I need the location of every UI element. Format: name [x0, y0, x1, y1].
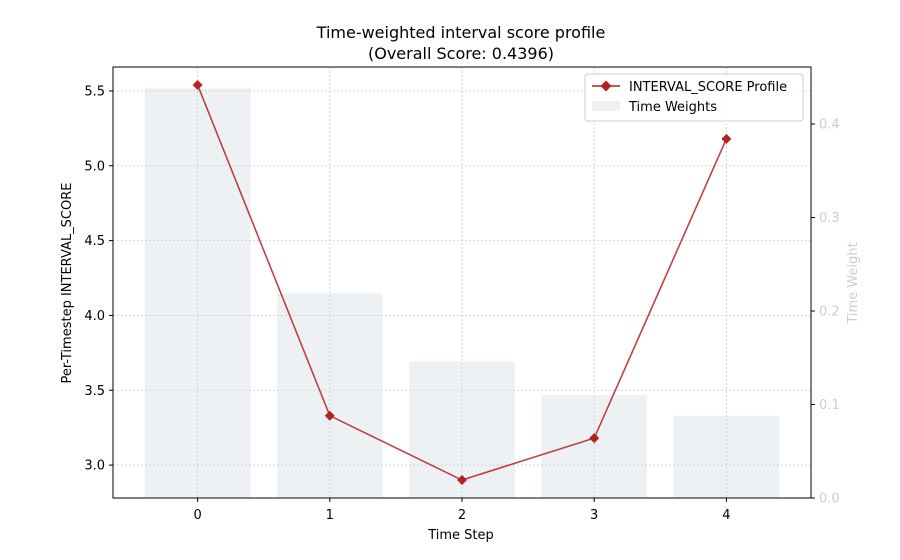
y2-axis-label: Time Weight	[846, 242, 861, 324]
y2-tick-label: 0.1	[819, 398, 840, 413]
y-tick-label: 4.5	[84, 234, 105, 249]
y-axis-left: 3.0 3.5 4.0 4.5 5.0 5.5	[84, 84, 113, 474]
x-tick-label: 1	[326, 508, 334, 523]
y-axis-label: Per-Timestep INTERVAL_SCORE	[60, 183, 75, 384]
x-axis-label: Time Step	[427, 528, 494, 543]
interval-score-point	[589, 433, 600, 444]
x-axis: 0 1 2 3 4	[193, 498, 731, 523]
y2-tick-label: 0.4	[819, 118, 840, 133]
y-tick-label: 5.0	[84, 159, 105, 174]
x-tick-label: 2	[458, 508, 466, 523]
legend-label-interval-score: INTERVAL_SCORE Profile	[629, 80, 787, 95]
y2-tick-label: 0.3	[819, 211, 840, 226]
x-tick-label: 0	[193, 508, 201, 523]
y2-tick-label: 0.0	[819, 492, 840, 507]
legend-diamond-swatch	[600, 80, 612, 92]
y-tick-label: 5.5	[84, 84, 105, 99]
x-tick-label: 3	[590, 508, 598, 523]
x-tick-label: 4	[722, 508, 730, 523]
chart-title: Time-weighted interval score profile	[316, 23, 606, 42]
chart-subtitle: (Overall Score: 0.4396)	[368, 44, 554, 63]
legend-bar-swatch	[592, 101, 620, 111]
legend-label-time-weights: Time Weights	[628, 100, 717, 115]
interval-score-point	[721, 133, 732, 144]
y2-tick-label: 0.2	[819, 305, 840, 320]
time-weight-bar	[541, 395, 648, 498]
y-tick-label: 3.0	[84, 459, 105, 474]
grid-layer	[113, 67, 811, 498]
y-tick-label: 4.0	[84, 309, 105, 324]
y-axis-right: 0.0 0.1 0.2 0.3 0.4	[811, 118, 840, 507]
interval-score-point	[192, 79, 203, 90]
interval-score-point	[457, 475, 467, 486]
line-layer	[192, 79, 732, 486]
legend: INTERVAL_SCORE Profile Time Weights	[584, 73, 804, 122]
y-tick-label: 3.5	[84, 384, 105, 399]
interval-score-point	[324, 410, 335, 421]
legend-box	[584, 73, 804, 122]
